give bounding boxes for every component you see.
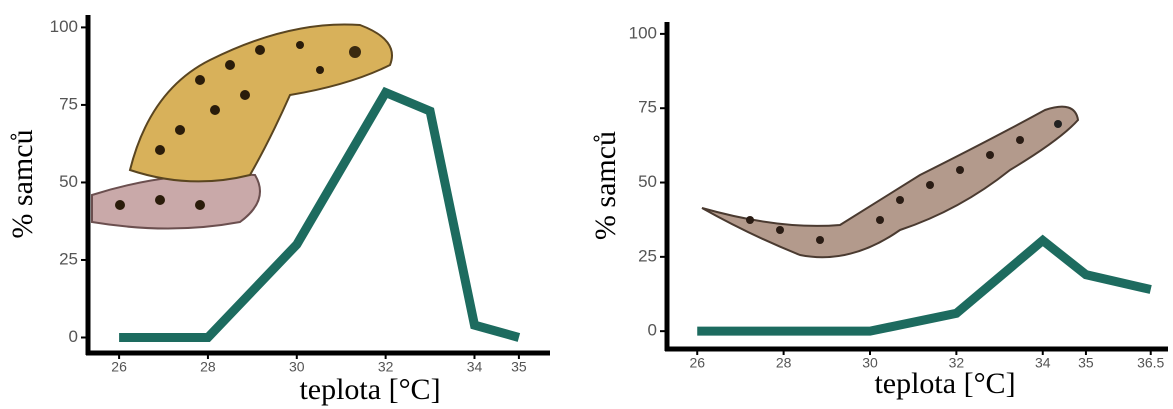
x-tick-label: 34	[467, 359, 483, 375]
y-tick-label: 75	[638, 98, 657, 117]
y-tick-label: 0	[648, 321, 657, 340]
x-tick-label: 26	[111, 359, 127, 375]
x-tick-label: 28	[200, 359, 216, 375]
x-tick-label: 35	[511, 359, 527, 375]
x-tick-label: 36.5	[1137, 355, 1164, 371]
gecko-illustration	[701, 105, 1080, 259]
data-line	[697, 234, 1152, 336]
y-tick-label: 50	[59, 172, 78, 191]
y-tick-label: 0	[69, 327, 78, 346]
y-tick-label: 25	[59, 249, 78, 268]
y-axis-label: % samců	[6, 129, 39, 238]
x-tick-label: 28	[776, 355, 792, 371]
x-axis-label: teplota [°C]	[874, 367, 1015, 400]
x-tick-label: 26	[689, 355, 705, 371]
x-tick-label: 35	[1078, 355, 1094, 371]
x-tick-label: 32	[378, 359, 394, 375]
y-axis-label: % samců	[589, 131, 622, 240]
y-tick-label: 100	[629, 23, 657, 42]
y-tick-label: 50	[638, 172, 657, 191]
y-tick-label: 100	[50, 17, 78, 36]
x-tick-label: 32	[949, 355, 965, 371]
x-axis-label: teplota [°C]	[299, 373, 440, 406]
gecko-illustration	[91, 23, 393, 230]
x-tick-label: 30	[862, 355, 878, 371]
x-tick-label: 34	[1035, 355, 1051, 371]
x-tick-label: 30	[289, 359, 305, 375]
y-tick-label: 75	[59, 94, 78, 113]
data-line	[119, 86, 521, 342]
y-tick-label: 25	[638, 246, 657, 265]
